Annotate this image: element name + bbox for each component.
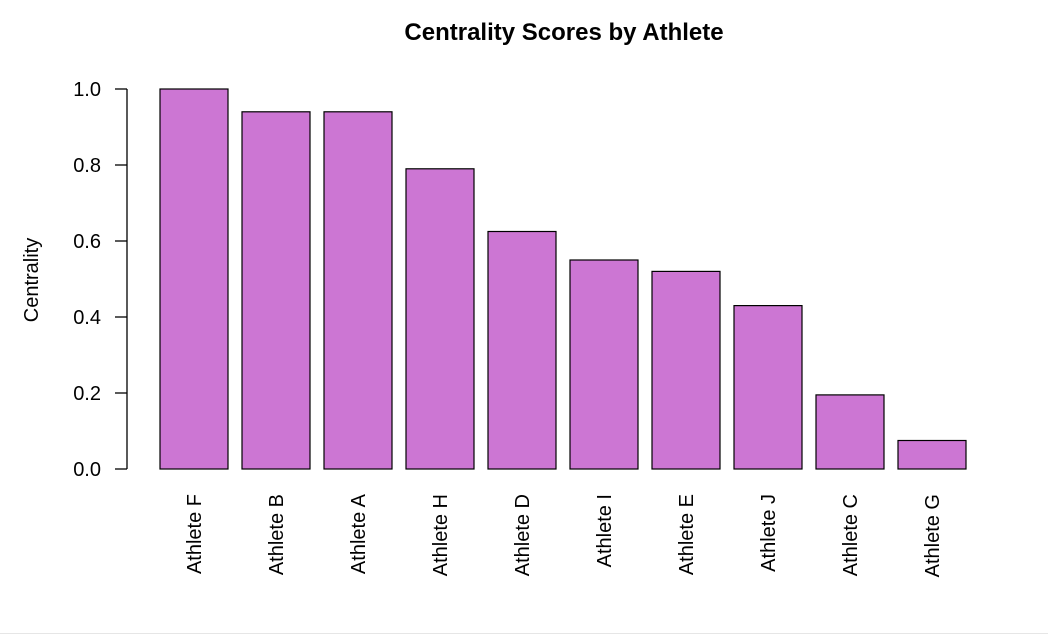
bar [487,230,557,470]
bar [569,259,639,470]
bar [323,111,393,470]
bar [897,439,967,470]
bar [651,270,721,470]
bar [159,88,229,470]
x-tick-label: Athlete I [594,494,616,567]
y-tick-label: 0.8 [73,155,101,177]
y-axis: 0.0 0.2 0.4 0.6 0.8 1.0 [73,79,128,481]
y-tick-label: 0.6 [73,231,101,253]
x-tick-label: Athlete C [840,494,862,576]
y-tick-label: 0.0 [73,459,101,481]
x-tick-label: Athlete H [430,494,452,576]
x-tick-label: Athlete G [922,494,944,577]
x-axis-labels: Athlete F Athlete B Athlete A Athlete H Athl… [184,493,944,577]
bars-group [159,88,967,470]
x-tick-label: Athlete J [758,494,780,572]
y-tick-label: 0.2 [73,383,101,405]
bottom-divider [0,633,1048,634]
x-tick-label: Athlete F [184,494,206,574]
bar [241,111,311,470]
bar [815,394,885,470]
bar [733,305,803,470]
x-tick-label: Athlete B [266,494,288,575]
x-tick-label: Athlete D [512,494,534,576]
chart-title: Centrality Scores by Athlete [404,19,723,46]
x-tick-label: Athlete E [676,494,698,575]
y-tick-label: 1.0 [73,79,101,101]
bar [405,168,475,470]
y-axis-label: Centrality [21,238,43,322]
y-tick-label: 0.4 [73,307,101,329]
x-tick-label: Athlete A [348,493,370,574]
